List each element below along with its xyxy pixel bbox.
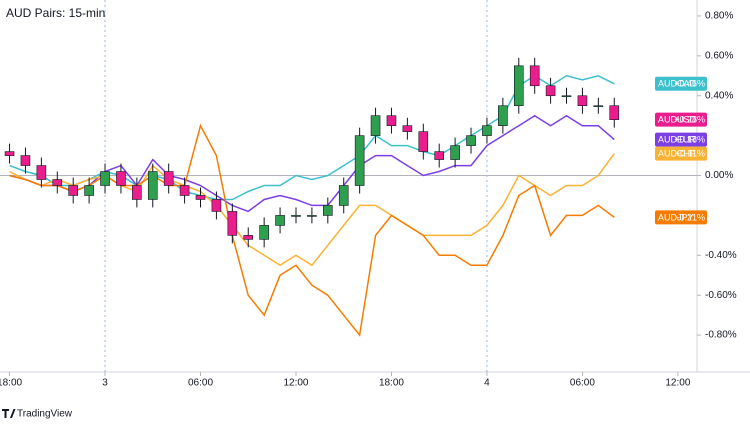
x-tick-label: 18:00 (0, 378, 22, 389)
candle-body (100, 171, 110, 186)
candle-body (291, 215, 301, 217)
candle-body (195, 195, 206, 200)
candle-body (259, 225, 269, 240)
series-line (9, 114, 615, 213)
y-tick-label: 0.40% (705, 90, 733, 101)
candle-body (307, 215, 317, 217)
badge-box (655, 76, 707, 91)
candle-body (52, 179, 63, 186)
last-value-badge: AUDCHF+0.11% (655, 146, 707, 161)
badge-name: AUDUSD (658, 115, 697, 125)
candle-body (593, 105, 604, 108)
badge-box (655, 132, 707, 147)
candle-body (243, 235, 254, 240)
candle-body (577, 95, 588, 107)
chart-title: AUD Pairs: 15-min (6, 6, 105, 20)
badge-value: +0.46% (674, 79, 705, 89)
y-tick-label: 0.00% (705, 170, 733, 181)
logo: TradingView (2, 409, 73, 420)
series-line (9, 123, 615, 337)
candle-body (338, 185, 349, 206)
candle-body (179, 185, 190, 196)
x-tick-label: 18:00 (379, 378, 404, 389)
last-value-badge: AUDEUR+0.18% (655, 132, 707, 147)
candle-body (211, 199, 222, 212)
y-tick-label: 0.80% (705, 11, 733, 22)
candle-body (227, 211, 238, 236)
badge-box (655, 146, 707, 161)
candle-body (545, 85, 556, 97)
candle-body (370, 115, 381, 136)
candle-body (20, 155, 31, 166)
badge-value: +0.11% (675, 148, 705, 158)
series-line (9, 74, 615, 201)
badge-name: AUDCAD (658, 79, 697, 89)
candle-body (84, 185, 94, 196)
x-tick-label: 06:00 (570, 378, 595, 389)
candle-body (132, 185, 142, 200)
candle-body (418, 131, 429, 152)
candle-body (450, 145, 460, 160)
badge-value: +0.18% (674, 134, 705, 144)
x-tick-label: 06:00 (188, 378, 213, 389)
y-tick-label: -0.80% (705, 330, 737, 341)
candle-body (609, 105, 620, 120)
badge-value: -0.21% (676, 212, 705, 222)
candle-body (275, 215, 285, 226)
candle-body (402, 125, 413, 132)
candle-body (4, 151, 15, 156)
badge-name: AUDEUR (658, 134, 697, 144)
x-tick-label: 12:00 (665, 378, 690, 389)
last-value-badge: AUDCAD+0.46% (655, 76, 707, 91)
candle-body (498, 105, 508, 126)
last-value-badge: AUDJPY-0.21% (655, 210, 707, 225)
candle-body (513, 65, 524, 107)
badge-name: AUDCHF (658, 148, 696, 158)
candle-body (386, 115, 397, 126)
candle-body (36, 165, 47, 180)
candle-body (163, 171, 174, 186)
candle-body (466, 135, 476, 146)
candle-body (323, 205, 333, 216)
badge-box (655, 112, 707, 127)
x-tick-label: 4 (484, 378, 490, 389)
last-value-badge: AUDUSD+0.28% (655, 112, 707, 127)
candle-body (354, 135, 365, 186)
y-tick-label: 0.60% (705, 50, 733, 61)
candle-body (147, 171, 158, 200)
logo-mark (2, 409, 16, 418)
candle-body (68, 185, 79, 196)
plot-area (0, 0, 697, 372)
y-tick-label: -0.60% (705, 290, 737, 301)
candle-body (529, 65, 540, 87)
footer-brand: TradingView (17, 409, 73, 420)
candle-body (434, 151, 445, 160)
candle-body (116, 171, 126, 186)
x-tick-label: 12:00 (283, 378, 308, 389)
candle-body (561, 95, 572, 98)
candle-body (482, 125, 492, 136)
x-tick-label: 3 (102, 378, 108, 389)
badge-value: +0.28% (674, 115, 705, 125)
badge-box (655, 210, 707, 225)
y-tick-label: -0.40% (705, 250, 737, 261)
badge-name: AUDJPY (658, 212, 694, 222)
